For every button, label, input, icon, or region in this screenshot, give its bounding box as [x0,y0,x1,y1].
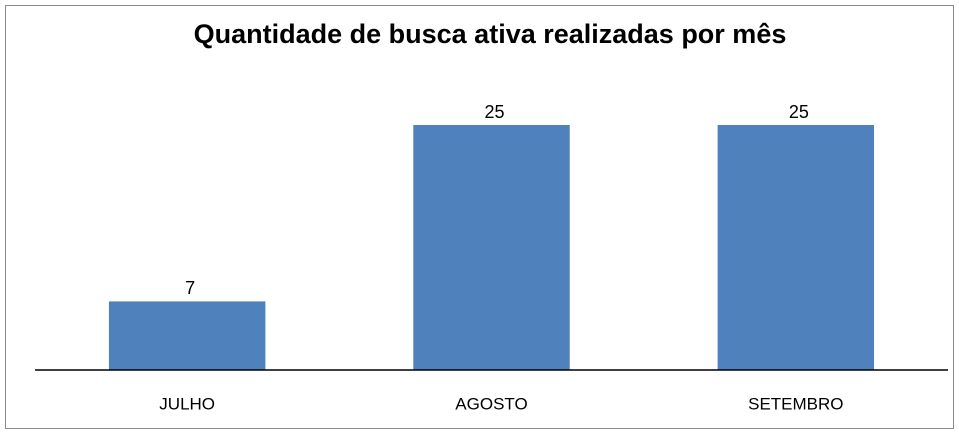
x-tick-label: AGOSTO [455,394,527,413]
chart-title: Quantidade de busca ativa realizadas por… [194,19,787,49]
bar [413,125,570,370]
x-tick-label: SETEMBRO [748,394,843,413]
x-tick-label: JULHO [159,394,215,413]
data-label: 7 [185,278,195,298]
bar [717,125,875,370]
data-label: 25 [484,102,504,122]
data-label: 25 [789,102,809,122]
bar [108,301,266,370]
